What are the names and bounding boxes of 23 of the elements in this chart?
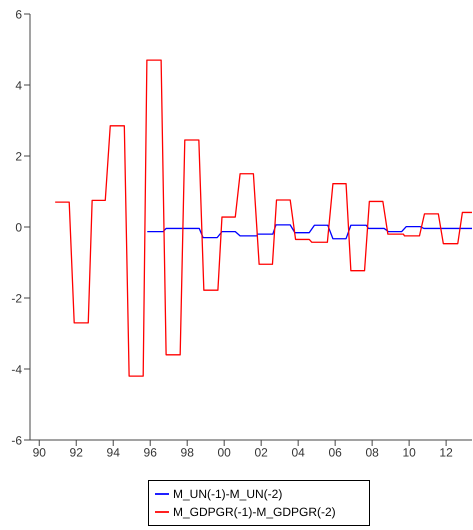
x-tick-label: 10	[402, 446, 416, 460]
y-tick-label: 2	[15, 149, 22, 164]
x-tick-label: 08	[365, 446, 380, 460]
x-tick-label: 92	[70, 446, 84, 460]
x-tick-label: 94	[106, 446, 120, 460]
legend-label: M_GDPGR(-1)-M_GDPGR(-2)	[173, 505, 336, 519]
y-tick-label: 0	[15, 220, 22, 234]
x-tick-label: 96	[144, 446, 158, 460]
x-tick-label: 12	[439, 446, 454, 460]
x-tick-label: 02	[254, 446, 268, 460]
x-tick-label: 90	[32, 446, 46, 460]
y-tick-label: -4	[11, 362, 22, 376]
line-series	[54, 60, 472, 377]
y-tick-label: -6	[11, 433, 22, 448]
y-tick-label: 6	[15, 7, 22, 22]
line-series	[146, 224, 472, 240]
x-tick-label: 00	[218, 446, 232, 460]
x-tick-label: 06	[328, 446, 342, 460]
x-tick-label: 04	[291, 446, 306, 460]
y-tick-label: -2	[11, 291, 22, 306]
x-tick-label: 98	[180, 446, 194, 460]
y-tick-label: 4	[15, 78, 22, 92]
legend-label: M_UN(-1)-M_UN(-2)	[173, 487, 282, 501]
